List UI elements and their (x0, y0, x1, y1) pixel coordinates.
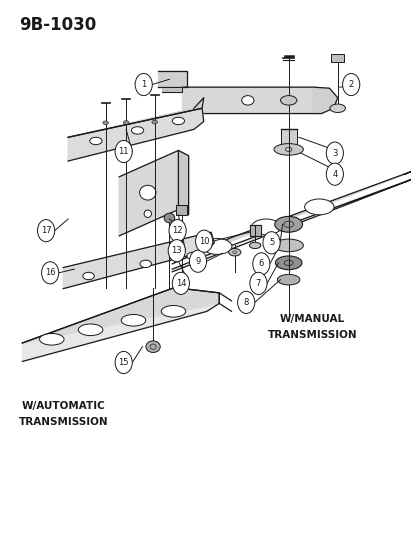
Polygon shape (249, 225, 260, 236)
Ellipse shape (140, 260, 151, 268)
Ellipse shape (144, 210, 151, 217)
Text: 11: 11 (118, 147, 128, 156)
Polygon shape (158, 71, 186, 87)
Ellipse shape (146, 341, 160, 352)
Text: W/MANUAL: W/MANUAL (279, 314, 344, 324)
Ellipse shape (123, 120, 129, 124)
Circle shape (262, 232, 280, 254)
Text: 2: 2 (348, 80, 353, 89)
Polygon shape (119, 150, 178, 236)
Ellipse shape (131, 127, 143, 134)
Ellipse shape (273, 239, 303, 252)
Text: 13: 13 (171, 246, 182, 255)
Text: 7: 7 (255, 279, 261, 288)
Circle shape (135, 74, 152, 95)
Ellipse shape (139, 185, 156, 200)
Text: 10: 10 (198, 237, 209, 246)
Circle shape (342, 74, 359, 95)
Bar (176, 205, 187, 215)
Circle shape (115, 140, 132, 163)
Ellipse shape (78, 324, 102, 336)
Ellipse shape (90, 138, 102, 144)
Text: 17: 17 (40, 226, 51, 235)
Polygon shape (22, 288, 219, 343)
Text: 15: 15 (118, 358, 128, 367)
Text: 3: 3 (331, 149, 337, 158)
Ellipse shape (187, 252, 198, 260)
Circle shape (115, 351, 132, 374)
Ellipse shape (277, 274, 299, 285)
Bar (280, 130, 296, 146)
Text: 9: 9 (195, 257, 200, 266)
Ellipse shape (274, 216, 302, 232)
Circle shape (172, 272, 189, 294)
Text: TRANSMISSION: TRANSMISSION (18, 417, 108, 427)
Ellipse shape (161, 305, 185, 317)
Ellipse shape (102, 121, 108, 125)
Ellipse shape (83, 272, 94, 280)
Text: W/AUTOMATIC: W/AUTOMATIC (21, 401, 105, 411)
Ellipse shape (273, 143, 303, 155)
Ellipse shape (202, 239, 231, 254)
Polygon shape (68, 98, 203, 138)
Ellipse shape (164, 213, 174, 223)
Circle shape (169, 220, 186, 241)
Bar (330, 54, 343, 62)
Circle shape (237, 292, 254, 313)
Text: 1: 1 (141, 80, 146, 89)
Text: 16: 16 (45, 268, 55, 277)
Text: 9B-1030: 9B-1030 (19, 16, 96, 34)
Polygon shape (313, 87, 337, 114)
Text: 14: 14 (175, 279, 186, 288)
Text: 6: 6 (258, 260, 263, 268)
Ellipse shape (251, 219, 280, 235)
Circle shape (252, 253, 269, 275)
Polygon shape (182, 87, 320, 114)
Circle shape (325, 142, 343, 164)
Circle shape (168, 240, 185, 262)
Ellipse shape (275, 256, 301, 270)
Polygon shape (172, 180, 410, 272)
Text: TRANSMISSION: TRANSMISSION (267, 330, 356, 340)
Text: 5: 5 (268, 238, 273, 247)
Polygon shape (22, 288, 219, 361)
Text: 12: 12 (172, 226, 183, 235)
Circle shape (195, 230, 212, 252)
Circle shape (325, 163, 343, 185)
Circle shape (249, 272, 266, 294)
Ellipse shape (304, 199, 333, 215)
Ellipse shape (172, 117, 184, 125)
Ellipse shape (329, 104, 344, 112)
Circle shape (189, 250, 206, 272)
Ellipse shape (241, 95, 253, 105)
Polygon shape (178, 150, 188, 215)
Polygon shape (63, 232, 214, 289)
Polygon shape (172, 172, 410, 264)
Ellipse shape (121, 314, 145, 326)
Text: 4: 4 (331, 169, 337, 179)
Text: 8: 8 (243, 298, 248, 307)
Polygon shape (68, 108, 203, 161)
Ellipse shape (228, 248, 240, 256)
Polygon shape (161, 87, 182, 92)
Circle shape (38, 220, 55, 241)
Circle shape (41, 262, 59, 284)
Ellipse shape (249, 242, 260, 248)
Ellipse shape (280, 95, 296, 105)
Ellipse shape (40, 334, 64, 345)
Ellipse shape (152, 120, 157, 124)
